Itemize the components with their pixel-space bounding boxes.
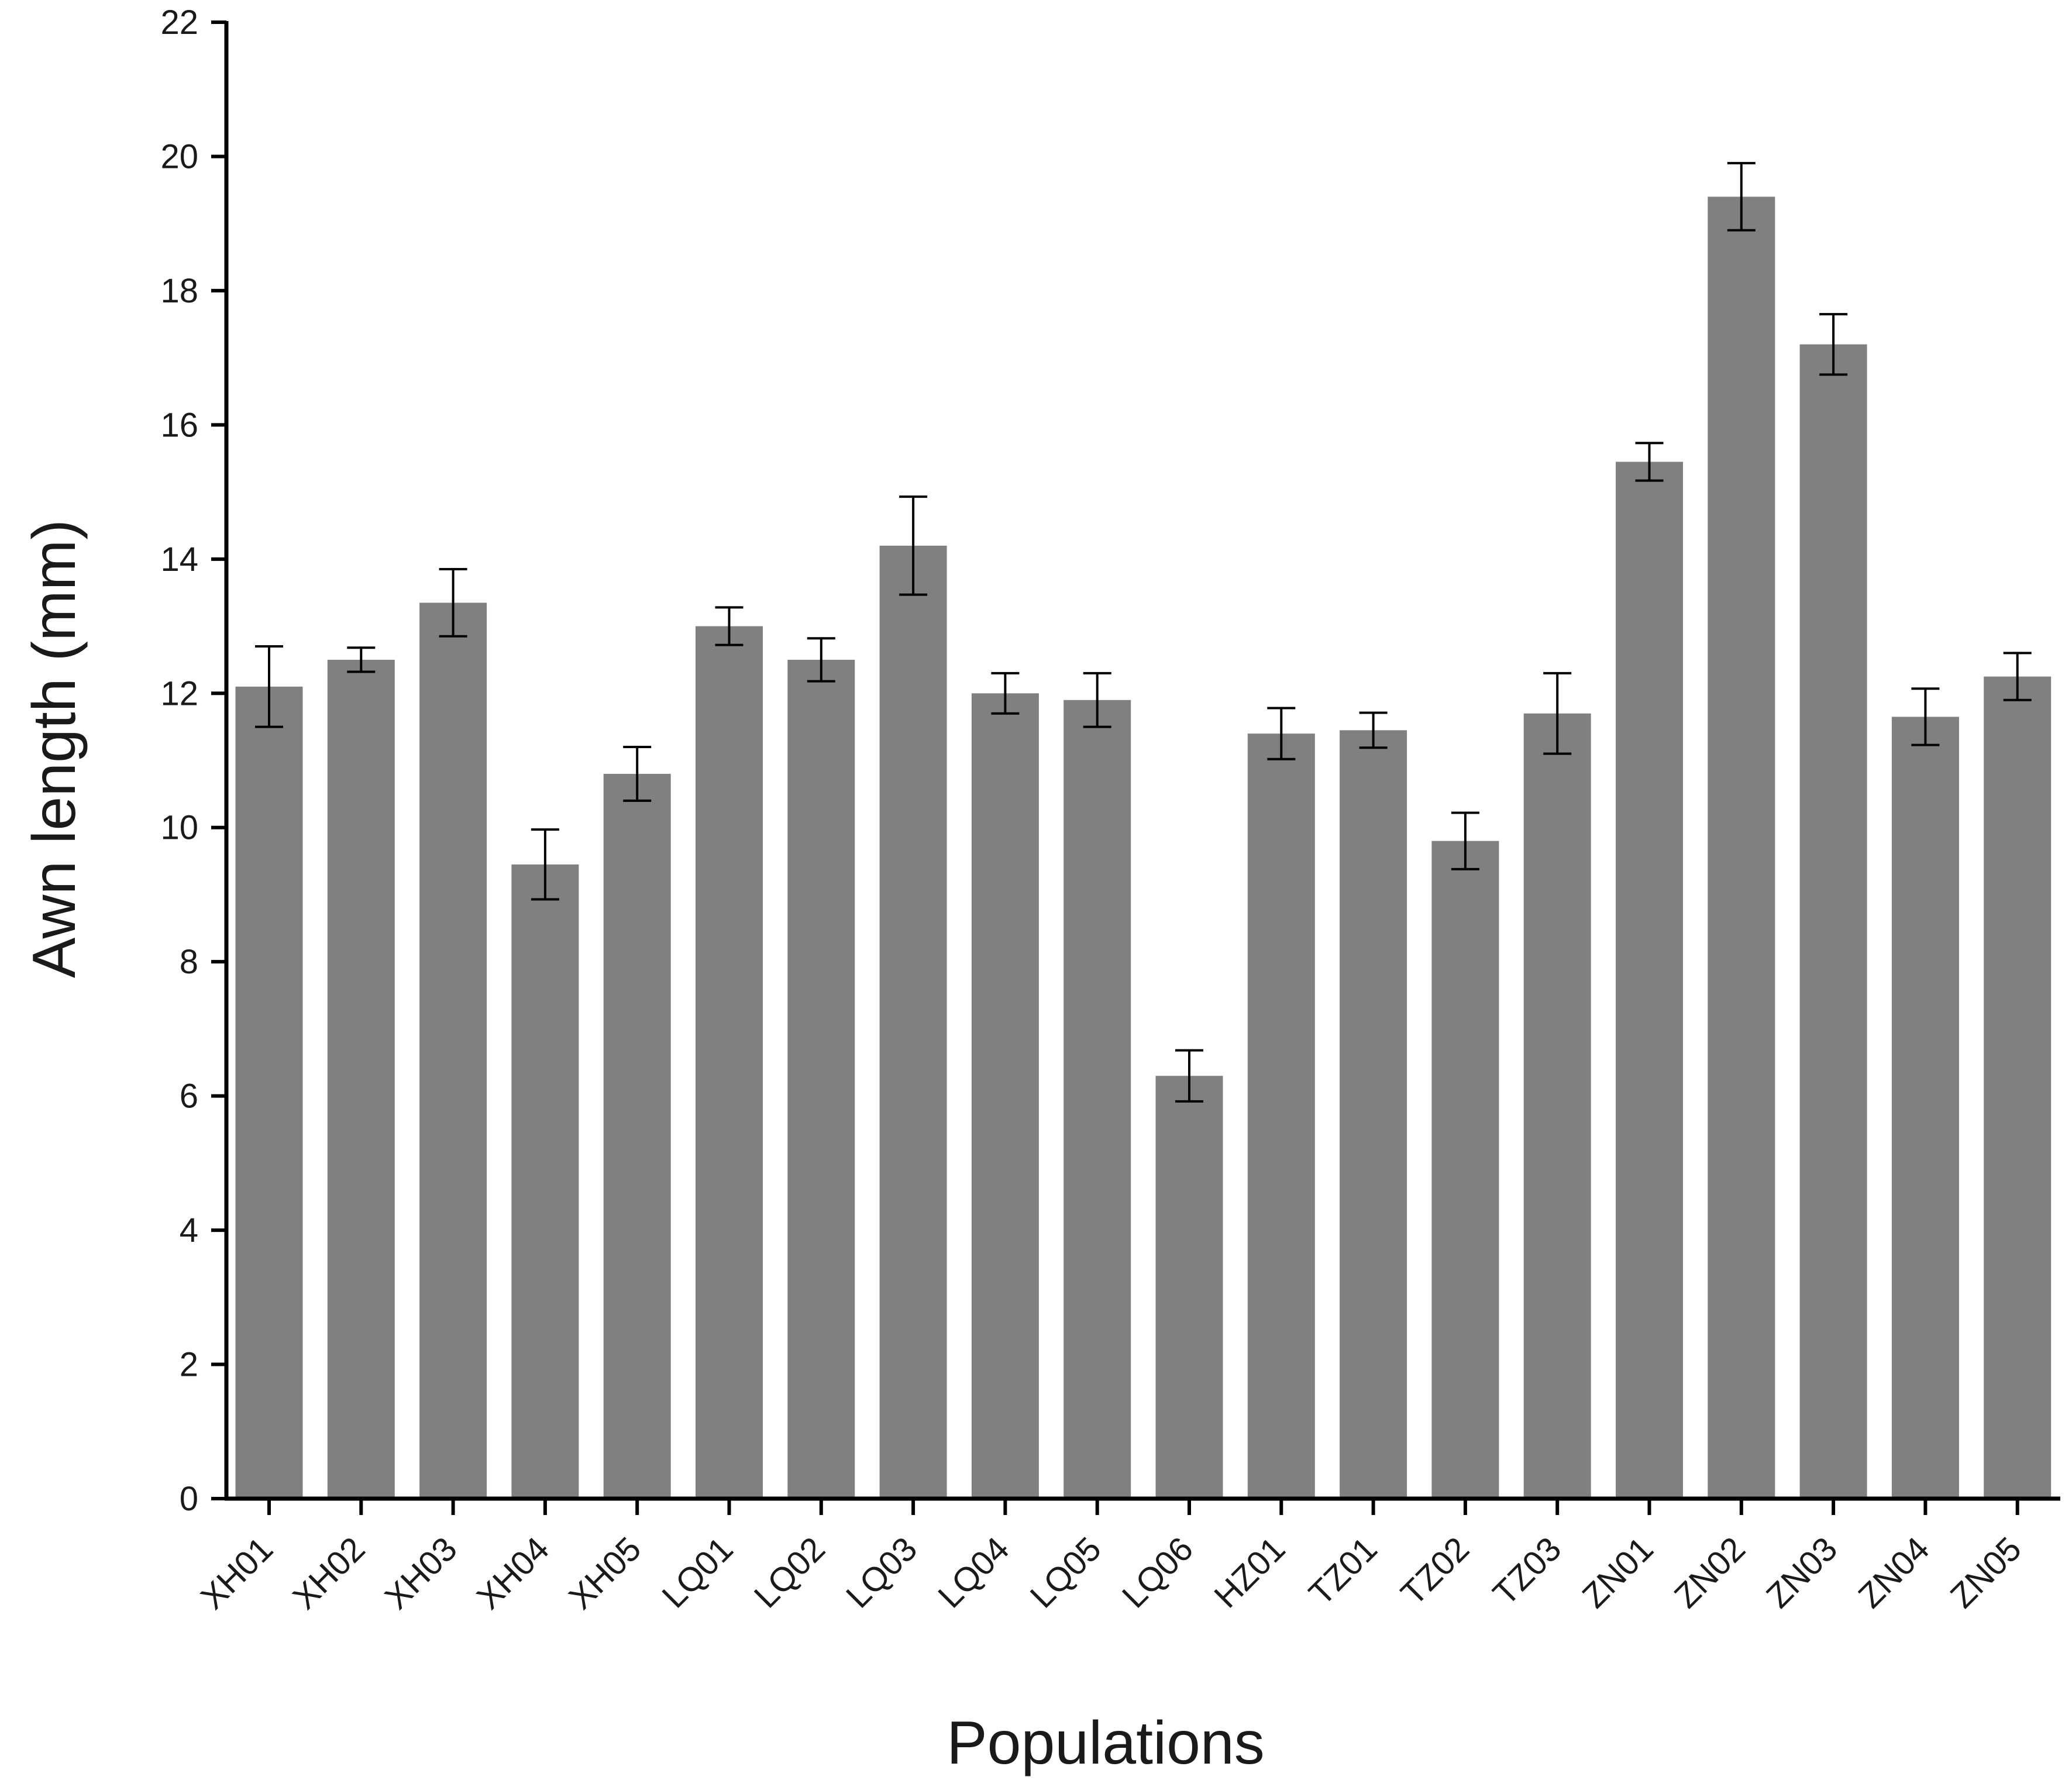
error-bar — [1727, 161, 1756, 232]
x-ticks-layer: XH01 XH02 XH03 XH04 XH05 LQ01 LQ02 LQ03 LQ04 LQ05… — [194, 1499, 2029, 1617]
y-tick-label: 4 — [180, 1211, 198, 1249]
x-tick-label: TZ03 — [1486, 1530, 1569, 1613]
bar — [1708, 197, 1775, 1499]
error-bar — [1635, 442, 1664, 482]
error-bar — [531, 828, 559, 901]
x-tick-label: XH03 — [377, 1530, 464, 1617]
bar — [1891, 717, 1959, 1499]
y-tick-label: 14 — [160, 540, 198, 579]
x-tick-label: ZN04 — [1851, 1530, 1936, 1615]
x-tick-label: ZN02 — [1667, 1530, 1753, 1615]
y-tick-label: 10 — [160, 809, 198, 847]
error-bar — [807, 637, 835, 683]
bar — [603, 773, 671, 1499]
error-bar — [439, 568, 467, 638]
y-tick-label: 18 — [160, 272, 198, 310]
bar — [1616, 462, 1683, 1499]
y-tick-label: 12 — [160, 674, 198, 712]
error-bar — [991, 672, 1020, 715]
x-tick-label: ZN03 — [1759, 1530, 1844, 1615]
y-tick-label: 0 — [180, 1480, 198, 1518]
error-bar — [255, 645, 283, 728]
error-bar — [1083, 672, 1111, 728]
x-tick-label: LQ02 — [747, 1530, 832, 1615]
error-bar — [1819, 313, 1848, 376]
y-tick-label: 22 — [160, 4, 198, 42]
x-tick-label: XH04 — [470, 1530, 557, 1617]
bar — [1431, 841, 1499, 1499]
x-tick-label: XH05 — [562, 1530, 649, 1617]
bar — [327, 659, 395, 1499]
error-bar — [715, 606, 744, 646]
bar — [1247, 734, 1315, 1499]
x-axis-title: Populations — [946, 1709, 1265, 1777]
y-tick-label: 6 — [180, 1077, 198, 1115]
error-bar — [1451, 811, 1479, 870]
y-axis-title: Awn length (mm) — [20, 519, 88, 978]
x-tick-label: ZN05 — [1943, 1530, 2029, 1615]
x-tick-label: TZ01 — [1302, 1530, 1385, 1613]
bar — [1523, 713, 1591, 1499]
bars-layer — [235, 197, 2052, 1499]
bar — [1984, 676, 2052, 1499]
error-bar — [347, 646, 376, 673]
bar — [511, 864, 579, 1499]
error-bar — [1911, 687, 1940, 746]
error-bars-layer — [255, 161, 2032, 1103]
bar — [1063, 700, 1131, 1499]
bar — [1340, 730, 1407, 1499]
x-tick-label: LQ05 — [1023, 1530, 1109, 1615]
bar — [235, 686, 303, 1499]
y-tick-label: 2 — [180, 1346, 198, 1384]
y-tick-label: 8 — [180, 943, 198, 981]
error-bar — [899, 495, 928, 596]
bar — [696, 626, 763, 1499]
error-bar — [1543, 672, 1572, 755]
bar — [879, 545, 947, 1499]
x-tick-label: XH01 — [194, 1530, 281, 1617]
error-bar — [2003, 652, 2032, 701]
bar — [419, 602, 487, 1499]
bar — [1155, 1076, 1223, 1499]
x-tick-label: LQ01 — [655, 1530, 740, 1615]
y-ticks-layer: 0 2 4 6 8 10 12 14 16 18 20 22 — [160, 4, 226, 1518]
x-tick-label: XH02 — [285, 1530, 373, 1617]
bar — [787, 659, 855, 1499]
x-tick-label: TZ02 — [1393, 1530, 1476, 1613]
error-bar — [1359, 711, 1388, 749]
bar — [971, 693, 1039, 1499]
y-tick-label: 16 — [160, 406, 198, 444]
x-tick-label: ZN01 — [1575, 1530, 1660, 1615]
error-bar — [1267, 707, 1296, 760]
bar — [1799, 344, 1867, 1499]
axes-layer — [224, 21, 2060, 1501]
x-tick-label: LQ03 — [839, 1530, 924, 1615]
error-bar — [623, 746, 652, 802]
x-tick-label: LQ04 — [931, 1530, 1016, 1615]
x-tick-label: LQ06 — [1115, 1530, 1200, 1615]
x-tick-label: HZ01 — [1207, 1530, 1292, 1615]
y-tick-label: 20 — [160, 137, 198, 175]
error-bar — [1175, 1049, 1203, 1103]
